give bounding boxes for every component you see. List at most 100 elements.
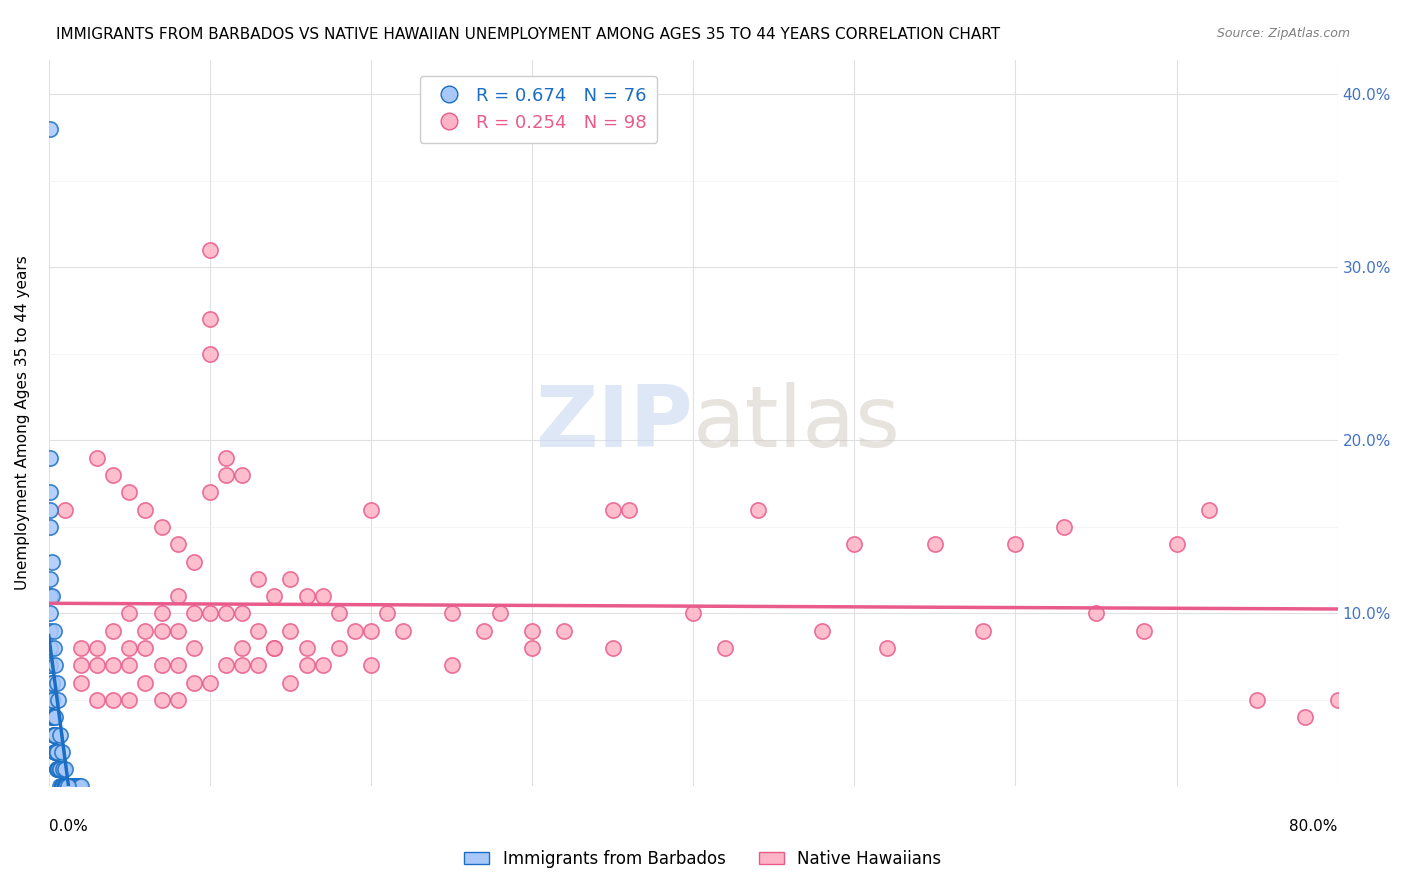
Point [45,675,67,690]
Point [56,780,79,794]
Point [360,502,382,516]
Point [39,502,62,516]
Point [41,693,63,707]
Point [198,347,221,361]
Point [811,624,834,638]
Point [602,502,624,516]
Point [39,658,62,673]
Point [617,502,640,516]
Point [183,554,205,568]
Point [215,450,238,465]
Point [41,554,63,568]
Point [45,745,67,759]
Point [972,624,994,638]
Point [39,572,62,586]
Point [103,467,125,482]
Point [231,640,253,655]
Point [51,780,73,794]
Point [67,780,90,794]
Point [183,675,205,690]
Point [62,780,84,794]
Point [86,658,108,673]
Point [39,658,62,673]
Point [247,572,270,586]
Point [1166,537,1188,551]
Point [602,640,624,655]
Point [49,780,72,794]
Point [1004,537,1026,551]
Point [39,640,62,655]
Point [150,624,173,638]
Point [747,502,769,516]
Point [60,780,83,794]
Point [41,710,63,724]
Point [215,467,238,482]
Point [1198,502,1220,516]
Point [392,624,415,638]
Point [166,537,188,551]
Point [118,607,141,621]
Point [134,502,156,516]
Point [198,312,221,326]
Text: ZIP: ZIP [536,382,693,465]
Point [70,675,93,690]
Point [49,762,72,776]
Point [70,658,93,673]
Point [44,745,66,759]
Point [1053,520,1076,534]
Point [520,640,543,655]
Point [343,624,366,638]
Point [280,624,302,638]
Point [924,537,946,551]
Point [328,607,350,621]
Point [42,624,65,638]
Point [39,121,62,136]
Point [86,450,108,465]
Point [134,675,156,690]
Point [70,780,93,794]
Text: 0.0%: 0.0% [49,819,87,834]
Point [118,658,141,673]
Point [86,693,108,707]
Point [876,640,898,655]
Point [1133,624,1156,638]
Point [48,762,70,776]
Point [166,589,188,603]
Point [118,693,141,707]
Point [295,658,318,673]
Point [48,762,70,776]
Point [198,675,221,690]
Point [118,485,141,500]
Legend: Immigrants from Barbados, Native Hawaiians: Immigrants from Barbados, Native Hawaiia… [458,844,948,875]
Point [134,640,156,655]
Point [263,640,285,655]
Point [86,640,108,655]
Point [280,675,302,690]
Point [55,780,77,794]
Point [66,780,89,794]
Point [44,658,66,673]
Point [360,624,382,638]
Point [215,607,238,621]
Point [311,658,333,673]
Point [166,658,188,673]
Point [39,607,62,621]
Point [52,780,75,794]
Text: Source: ZipAtlas.com: Source: ZipAtlas.com [1216,27,1350,40]
Point [198,485,221,500]
Point [247,624,270,638]
Point [45,762,67,776]
Point [553,624,575,638]
Point [53,762,76,776]
Point [44,745,66,759]
Point [311,589,333,603]
Text: atlas: atlas [693,382,901,465]
Point [150,607,173,621]
Point [48,762,70,776]
Point [166,624,188,638]
Point [51,745,73,759]
Point [41,710,63,724]
Point [1294,710,1316,724]
Point [39,485,62,500]
Point [65,780,87,794]
